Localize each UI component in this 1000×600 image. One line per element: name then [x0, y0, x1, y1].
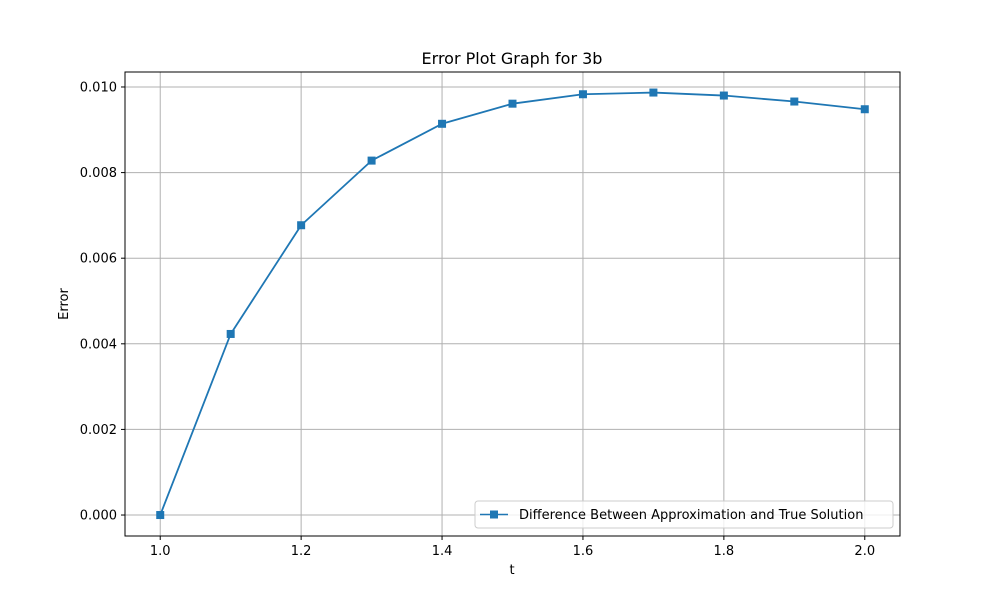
- data-point-marker: [226, 329, 235, 338]
- data-point-marker: [508, 99, 517, 108]
- legend-marker-sample: [490, 510, 498, 519]
- y-tick-label: 0.000: [80, 509, 117, 524]
- data-point-marker: [156, 511, 165, 520]
- data-point-marker: [438, 119, 447, 128]
- data-point-marker: [860, 105, 869, 114]
- data-point-marker: [719, 91, 728, 100]
- legend: Difference Between Approximation and Tru…: [474, 500, 894, 529]
- x-tick-label: 1.4: [432, 544, 453, 559]
- y-tick-label: 0.004: [80, 337, 117, 352]
- y-tick-label: 0.006: [80, 252, 117, 267]
- chart-title: Error Plot Graph for 3b: [422, 49, 603, 68]
- y-axis-label: Error: [57, 288, 72, 320]
- data-point-marker: [578, 90, 587, 99]
- y-tick-label: 0.002: [80, 423, 117, 438]
- series-layer: [156, 88, 869, 520]
- y-tick-label: 0.010: [80, 80, 117, 95]
- x-axis-label: t: [509, 563, 514, 578]
- x-tick-label: 1.0: [150, 544, 171, 559]
- x-tick-label: 1.6: [573, 544, 594, 559]
- x-axis-ticks: 1.0 1.2 1.4 1.6 1.8 2.0: [150, 536, 875, 559]
- y-tick-label: 0.008: [80, 166, 117, 181]
- legend-entry-label: Difference Between Approximation and Tru…: [519, 508, 863, 523]
- data-point-marker: [649, 88, 658, 97]
- plot-frame: [124, 71, 901, 537]
- data-point-marker: [367, 156, 376, 165]
- legend-box: [474, 500, 894, 529]
- x-tick-label: 1.2: [291, 544, 312, 559]
- data-point-marker: [790, 97, 799, 106]
- x-tick-label: 1.8: [714, 544, 735, 559]
- x-tick-label: 2.0: [854, 544, 875, 559]
- y-axis-ticks: 0.000 0.002 0.004 0.006 0.008 0.010: [80, 80, 125, 524]
- data-point-marker: [297, 221, 306, 230]
